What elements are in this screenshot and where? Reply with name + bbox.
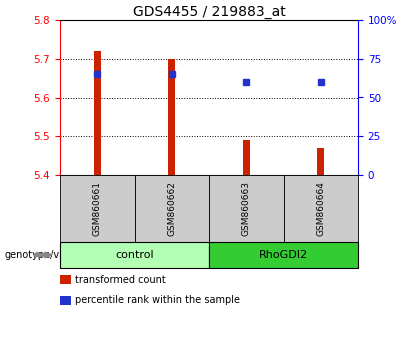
Text: transformed count: transformed count xyxy=(75,275,165,285)
Text: GSM860664: GSM860664 xyxy=(316,181,325,236)
Text: percentile rank within the sample: percentile rank within the sample xyxy=(75,295,240,305)
Text: RhoGDI2: RhoGDI2 xyxy=(259,250,308,260)
Bar xyxy=(94,51,101,175)
Text: GSM860662: GSM860662 xyxy=(167,181,176,236)
Bar xyxy=(242,140,250,175)
Bar xyxy=(168,59,176,175)
Text: GSM860663: GSM860663 xyxy=(242,181,251,236)
Text: control: control xyxy=(115,250,154,260)
Title: GDS4455 / 219883_at: GDS4455 / 219883_at xyxy=(133,5,285,19)
Bar xyxy=(317,148,325,175)
Text: genotype/variation: genotype/variation xyxy=(4,250,97,260)
Text: GSM860661: GSM860661 xyxy=(93,181,102,236)
